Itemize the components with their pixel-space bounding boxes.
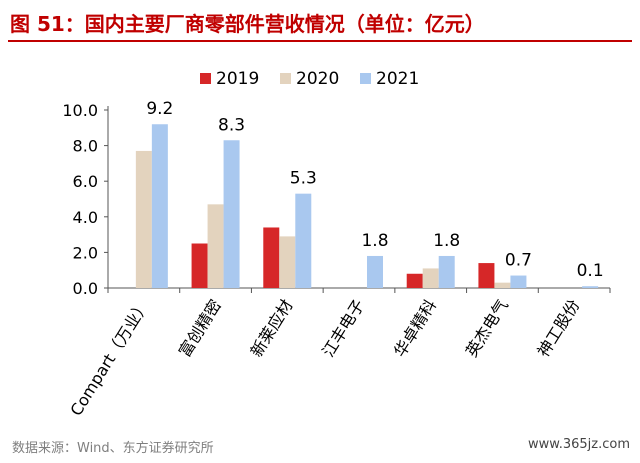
x-tick-label: Compart（万业） [66,296,153,419]
bar [191,243,208,288]
bar [151,124,168,289]
x-tick-label: 富创精密 [175,296,225,360]
x-tick-label: 新莱应材 [247,296,297,360]
bar [422,268,439,288]
data-label: 0.1 [577,261,604,281]
y-tick-label: 4.0 [73,208,98,227]
legend-swatch [280,73,291,84]
y-tick-label: 6.0 [73,172,98,191]
legend-label: 2021 [376,69,419,89]
legend-label: 2020 [296,69,339,89]
watermark-text: www.365jz.com [528,437,630,452]
x-tick-label: 英杰电气 [462,296,512,360]
y-tick-label: 0.0 [73,279,98,298]
y-tick-label: 2.0 [73,243,98,262]
data-label: 8.3 [218,115,245,135]
data-label: 0.7 [505,251,532,271]
bar [438,255,455,288]
bar [582,286,599,288]
bar [223,140,240,288]
y-tick-label: 8.0 [73,137,98,156]
chart-title: 图 51：国内主要厂商零部件营收情况（单位：亿元） [10,12,485,36]
bar [295,193,312,288]
legend-swatch [200,73,211,84]
bar [478,263,495,288]
bar [406,273,423,288]
bar [494,282,511,288]
bar [263,227,280,288]
bar [367,255,383,288]
bar [135,150,152,288]
data-label: 5.3 [290,169,317,189]
x-tick-label: 华卓精科 [390,296,440,360]
data-label: 1.8 [361,231,388,251]
legend-swatch [360,73,371,84]
bar [279,236,296,288]
legend-label: 2019 [216,69,259,89]
data-label: 9.2 [146,99,173,119]
source-note: 数据来源：Wind、东方证券研究所 [12,441,214,456]
data-label: 1.8 [433,231,460,251]
bar [510,275,527,288]
y-tick-label: 10.0 [62,101,98,120]
bar [207,204,224,288]
title-divider [8,40,632,42]
x-tick-label: 神工股份 [533,296,583,360]
x-tick-label: 江丰电子 [318,296,368,360]
